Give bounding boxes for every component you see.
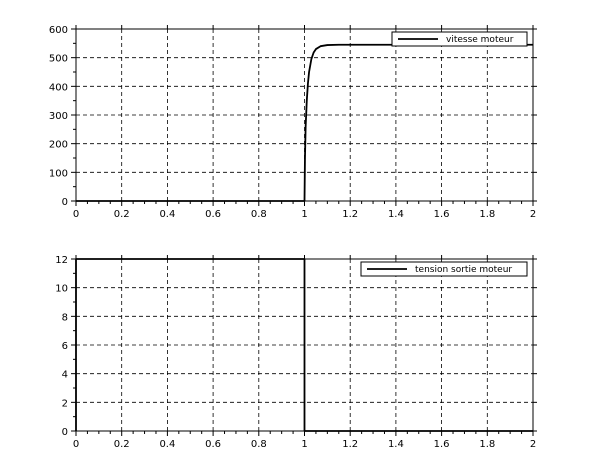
x-tick-label: 0.4 (159, 209, 175, 220)
y-tick-label: 12 (55, 255, 68, 266)
x-tick-label: 0.8 (251, 209, 267, 220)
x-tick-label: 1.6 (434, 209, 450, 220)
y-tick-label: 10 (55, 284, 68, 295)
y-tick-label: 4 (62, 370, 68, 381)
y-tick-label: 6 (62, 341, 68, 352)
x-tick-label: 1.8 (479, 439, 495, 450)
legend-box (360, 261, 528, 277)
y-tick-label: 400 (49, 82, 68, 93)
y-tick-label: 300 (49, 111, 68, 122)
x-tick-label: 0 (73, 439, 79, 450)
chart-panel-tension: 0 0.2 0.4 0.6 0.8 1 1.2 1.4 1.6 1.8 2 0 2 4 6 8 10 12 tens… (55, 255, 537, 450)
x-tick-label: 0.6 (205, 439, 221, 450)
y-tick-label: 600 (49, 25, 68, 36)
x-tick-label: 2 (530, 209, 536, 220)
chart-panel-vitesse: 0 0.2 0.4 0.6 0.8 1 1.2 1.4 1.6 1.8 2 0 100 200 300 400… (49, 25, 537, 220)
legend-label: tension sortie moteur (415, 265, 512, 275)
x-tick-label: 1.2 (342, 209, 358, 220)
y-tick-label: 500 (49, 54, 68, 65)
y-tick-label: 100 (49, 168, 68, 179)
x-tick-label: 0.6 (205, 209, 221, 220)
x-tick-label: 1.4 (388, 209, 404, 220)
legend-box (391, 31, 528, 47)
x-tick-label: 1.2 (342, 439, 358, 450)
y-tick-label: 200 (49, 140, 68, 151)
x-tick-label: 0.2 (114, 439, 130, 450)
y-tick-label: 2 (62, 398, 68, 409)
x-tick-label: 1 (301, 439, 307, 450)
x-tick-label: 0.2 (114, 209, 130, 220)
x-tick-label: 2 (530, 439, 536, 450)
x-tick-label: 0 (73, 209, 79, 220)
x-tick-label: 1.8 (479, 209, 495, 220)
legend-label: vitesse moteur (446, 35, 514, 45)
y-tick-label: 8 (62, 312, 68, 323)
x-tick-label: 1.4 (388, 439, 404, 450)
y-tick-label: 0 (62, 197, 68, 208)
series-line (76, 43, 533, 202)
series-line (75, 258, 533, 432)
x-tick-label: 0.4 (159, 439, 175, 450)
x-tick-label: 0.8 (251, 439, 267, 450)
x-tick-label: 1.6 (434, 439, 450, 450)
x-tick-label: 1 (301, 209, 307, 220)
y-tick-label: 0 (62, 427, 68, 438)
